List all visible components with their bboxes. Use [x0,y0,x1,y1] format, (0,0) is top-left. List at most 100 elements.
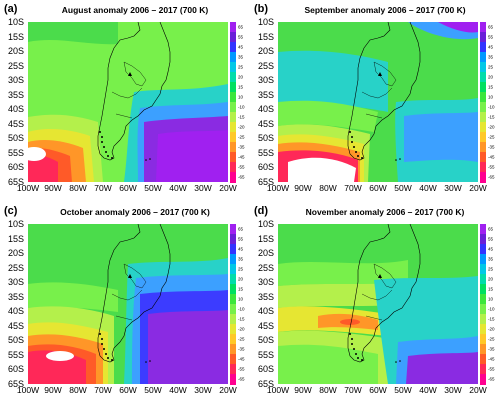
longitude-axis: 100W 90W 80W 70W 60W 50W 40W 30W 20W [267,183,487,195]
colorbar-swatch [230,102,236,113]
colorbar-tick-label: -35 [488,144,495,150]
colorbar-swatch [230,82,236,93]
latitude-tick-label: 55S [7,349,24,360]
longitude-tick-label: 90W [294,385,312,395]
anomaly-map [28,22,228,182]
longitude-tick-label: 40W [419,385,437,395]
colorbar-swatch [480,304,486,315]
latitude-tick-label: 25S [257,60,274,71]
latitude-tick-label: 25S [7,60,24,71]
longitude-tick-label: 80W [319,183,337,193]
panel-title: September anomaly 2006 – 2017 (700 K) [304,5,466,15]
colorbar-tick-label: -45 [238,356,245,362]
longitude-tick-label: 80W [319,385,337,395]
colorbar-swatch [230,42,236,53]
longitude-tick-label: 90W [44,183,62,193]
colorbar-swatch [480,92,486,103]
colorbar-tick-label: 65 [238,226,244,232]
colorbar-swatch [480,254,486,265]
colorbar-swatch [480,42,486,53]
latitude-tick-label: 45S [257,118,274,129]
colorbar-swatch [480,72,486,83]
colorbar-tick-label: 15 [238,286,244,292]
colorbar-swatch [480,244,486,255]
colorbar-swatch [480,324,486,335]
colorbar-swatch [230,152,236,163]
colorbar-tick-label: 35 [238,256,244,262]
longitude-tick-label: 30W [194,183,212,193]
latitude-tick-label: 20S [7,248,24,259]
colorbar-tick-label: 65 [488,226,494,232]
longitude-tick-label: 50W [144,183,162,193]
longitude-tick-label: 40W [419,183,437,193]
colorbar-tick-label: -10 [488,104,495,110]
panel-september: (b) September anomaly 2006 – 2017 (700 K… [250,0,500,202]
longitude-tick-label: 100W [16,183,40,193]
colorbar-swatch [230,62,236,73]
latitude-tick-label: 40S [7,306,24,317]
latitude-tick-label: 10S [257,17,274,27]
longitude-tick-label: 100W [266,183,290,193]
latitude-tick-label: 45S [257,320,274,331]
colorbar-tick-label: 25 [238,64,244,70]
colorbar-swatch [480,152,486,163]
colorbar-swatch [480,374,486,385]
colorbar-swatch [480,284,486,295]
latitude-tick-label: 15S [257,31,274,42]
colorbar-swatch [230,22,236,33]
colorbar-tick-label: -55 [238,164,245,170]
latitude-tick-label: 30S [7,75,24,86]
colorbar-tick-label: 35 [488,256,494,262]
colorbar-swatch [480,32,486,43]
longitude-tick-label: 60W [369,183,387,193]
latitude-tick-label: 50S [257,133,274,144]
colorbar-swatch [230,274,236,285]
latitude-axis: 10S 15S 20S 25S 30S 35S 40S 45S 50S 55S 60S 65S [250,17,276,187]
longitude-axis: 100W 90W 80W 70W 60W 50W 40W 30W 20W [267,385,487,397]
colorbar-swatch [480,82,486,93]
latitude-tick-label: 50S [7,335,24,346]
colorbar-swatch [480,234,486,245]
colorbar-tick-label: 55 [238,236,244,242]
latitude-axis: 10S 15S 20S 25S 30S 35S 40S 45S 50S 55S 60S 65S [0,17,26,187]
latitude-tick-label: 10S [7,219,24,229]
colorbar-tick-label: -15 [238,114,245,120]
colorbar-tick-label: -45 [488,154,495,160]
latitude-tick-label: 15S [257,233,274,244]
colorbar: 65 55 45 35 25 20 15 10 -10 -15 -20 -25 -35 -45 -55 -65 [480,224,500,385]
colorbar: 65 55 45 35 25 20 15 10 -10 -15 -20 -25 -35 -45 -55 -65 [230,224,250,385]
longitude-tick-label: 20W [469,183,487,193]
colorbar-tick-label: 10 [238,296,244,302]
colorbar-tick-label: -20 [238,326,245,332]
panel-october: (c) October anomaly 2006 – 2017 (700 K) … [0,202,250,404]
longitude-axis: 100W 90W 80W 70W 60W 50W 40W 30W 20W [17,385,237,397]
latitude-tick-label: 40S [257,306,274,317]
colorbar-tick-label: 15 [488,84,494,90]
colorbar-tick-label: -20 [488,124,495,130]
longitude-tick-label: 20W [219,385,237,395]
colorbar-tick-label: 10 [488,296,494,302]
colorbar-swatch [480,112,486,123]
longitude-tick-label: 70W [94,385,112,395]
longitude-tick-label: 80W [69,183,87,193]
latitude-tick-label: 60S [257,364,274,375]
longitude-tick-label: 30W [444,183,462,193]
panel-title: August anomaly 2006 – 2017 (700 K) [61,5,209,15]
colorbar-swatch [480,264,486,275]
colorbar-tick-label: 15 [488,286,494,292]
longitude-tick-label: 90W [44,385,62,395]
colorbar-swatch [230,364,236,375]
latitude-tick-label: 10S [7,17,24,27]
colorbar-swatch [230,344,236,355]
colorbar-swatch [480,162,486,173]
latitude-tick-label: 30S [7,277,24,288]
colorbar-swatch [480,102,486,113]
colorbar-tick-label: -45 [238,154,245,160]
latitude-tick-label: 65S [7,177,24,187]
longitude-tick-label: 70W [344,183,362,193]
colorbar-tick-label: -65 [488,174,495,180]
colorbar-tick-label: 35 [238,54,244,60]
latitude-tick-label: 35S [257,89,274,100]
colorbar-swatch [480,334,486,345]
latitude-tick-label: 60S [257,162,274,173]
